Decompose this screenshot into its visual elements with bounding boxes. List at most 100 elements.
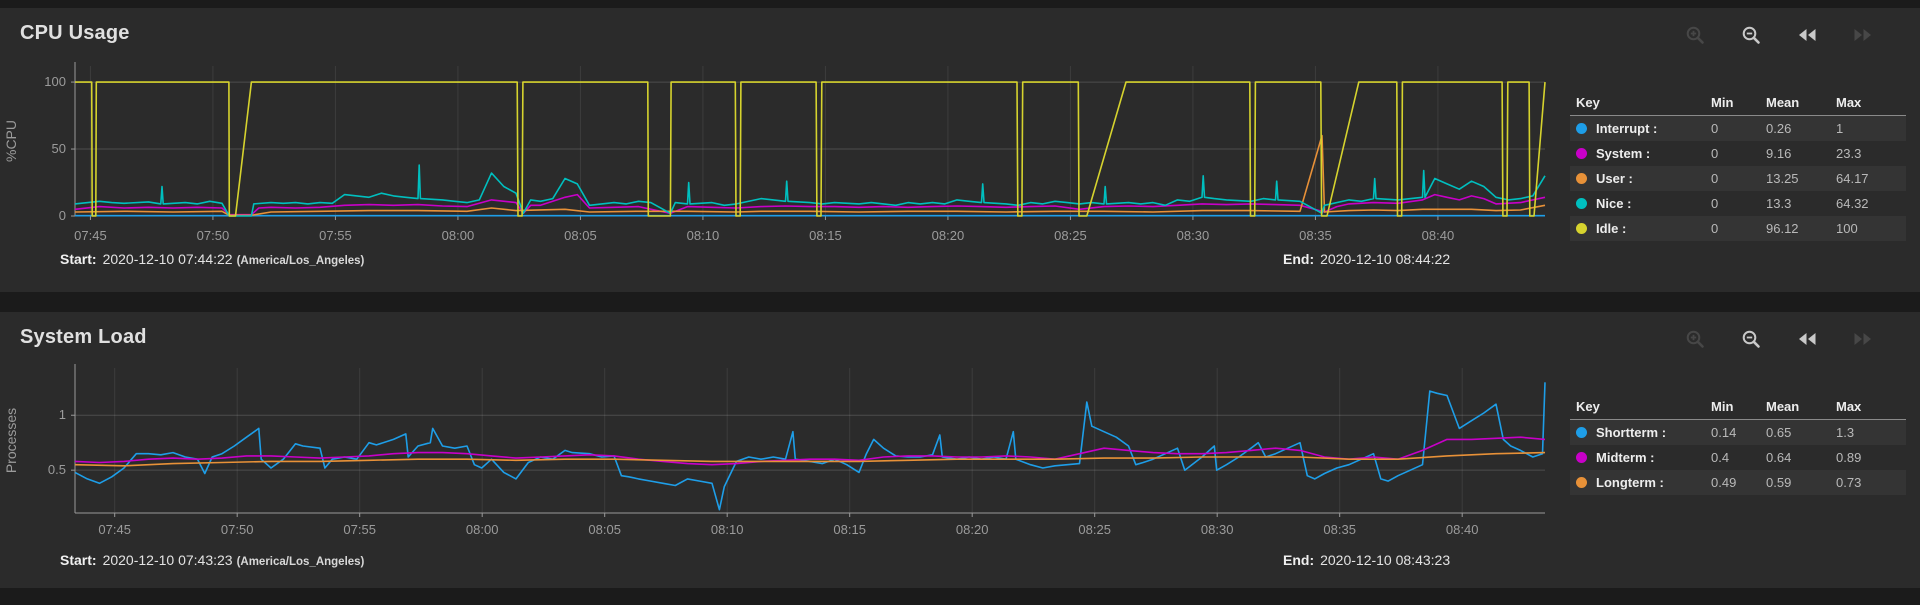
- x-tick-label: 08:35: [1299, 228, 1332, 243]
- legend-min-value: 0: [1711, 221, 1719, 236]
- x-tick-label: 08:35: [1323, 522, 1356, 537]
- legend-min-value: 0: [1711, 121, 1719, 136]
- user-color-dot-icon: [1576, 173, 1587, 184]
- y-axis-label: Processes: [3, 408, 19, 473]
- chart-legend: Key Min Mean Max Shortterm : 0.14 0.65 1.3 Midte…: [1570, 396, 1906, 495]
- legend-header-max: Max: [1836, 95, 1862, 110]
- start-time-value: 2020-12-10 07:43:23: [102, 552, 233, 568]
- step-back-icon: [1799, 29, 1816, 41]
- x-tick-label: 08:40: [1422, 228, 1455, 243]
- legend-min-value: 0.14: [1711, 425, 1737, 440]
- y-tick-label: 50: [52, 141, 66, 156]
- legend-mean-value: 96.12: [1766, 221, 1799, 236]
- x-tick-label: 07:50: [221, 522, 254, 537]
- y-tick-label: 0.5: [48, 462, 66, 477]
- x-tick-label: 07:45: [98, 522, 131, 537]
- legend-max-value: 0.89: [1836, 450, 1862, 465]
- step-back-button[interactable]: [1794, 326, 1820, 352]
- legend-header-max: Max: [1836, 399, 1862, 414]
- legend-label: System :: [1596, 146, 1651, 161]
- end-time-label: End:: [1283, 552, 1315, 568]
- legend-mean-value: 13.3: [1766, 196, 1792, 211]
- x-tick-label: 08:10: [687, 228, 720, 243]
- legend-max-value: 0.73: [1836, 475, 1862, 490]
- longterm-color-dot-icon: [1576, 477, 1587, 488]
- end-time-value: 2020-12-10 08:43:23: [1320, 552, 1451, 568]
- x-tick-label: 07:55: [343, 522, 376, 537]
- x-tick-label: 08:30: [1201, 522, 1234, 537]
- zoom-in-icon: [1686, 330, 1704, 348]
- step-forward-button[interactable]: [1850, 22, 1876, 48]
- legend-mean-value: 0.65: [1766, 425, 1792, 440]
- interrupt-color-dot-icon: [1576, 123, 1587, 134]
- legend-max-value: 64.17: [1836, 171, 1869, 186]
- legend-max-value: 64.32: [1836, 196, 1869, 211]
- legend-mean-value: 0.26: [1766, 121, 1792, 136]
- zoom-in-button[interactable]: [1682, 22, 1708, 48]
- legend-row-shortterm: Shortterm : 0.14 0.65 1.3: [1570, 420, 1906, 445]
- legend-header-key: Key: [1576, 95, 1600, 110]
- legend-max-value: 100: [1836, 221, 1858, 236]
- x-tick-label: 08:20: [956, 522, 989, 537]
- chart-toolbar: [1682, 22, 1876, 48]
- legend-header-min: Min: [1711, 95, 1734, 110]
- start-time-label: Start:: [60, 552, 97, 568]
- start-time: Start: 2020-12-10 07:43:23 (America/Los_An…: [60, 552, 364, 568]
- legend-mean-value: 9.16: [1766, 146, 1792, 161]
- legend-header-mean: Mean: [1766, 399, 1800, 414]
- series-line-idle: [75, 81, 1546, 217]
- step-forward-icon: [1854, 333, 1871, 345]
- end-time: End: 2020-12-10 08:43:23: [1283, 552, 1450, 568]
- legend-row-interrupt: Interrupt : 0 0.26 1: [1570, 116, 1906, 141]
- zoom-out-button[interactable]: [1738, 22, 1764, 48]
- zoom-in-button[interactable]: [1682, 326, 1708, 352]
- start-time: Start: 2020-12-10 07:44:22 (America/Los_An…: [60, 251, 364, 267]
- legend-header-row: Key Min Mean Max: [1570, 396, 1906, 420]
- legend-header-mean: Mean: [1766, 95, 1800, 110]
- x-tick-label: 08:15: [833, 522, 866, 537]
- x-tick-label: 08:00: [442, 228, 475, 243]
- legend-row-longterm: Longterm : 0.49 0.59 0.73: [1570, 470, 1906, 495]
- legend-row-system: System : 0 9.16 23.3: [1570, 141, 1906, 166]
- end-time-value: 2020-12-10 08:44:22: [1320, 251, 1451, 267]
- legend-row-idle: Idle : 0 96.12 100: [1570, 216, 1906, 241]
- x-tick-label: 08:05: [564, 228, 597, 243]
- zoom-in-icon: [1686, 26, 1704, 44]
- system-color-dot-icon: [1576, 148, 1587, 159]
- panel-system-load: System Load 0.5 1 07:45 07:50 07:55 08:00 08:0…: [0, 312, 1920, 588]
- step-forward-icon: [1854, 29, 1871, 41]
- chart-toolbar: [1682, 326, 1876, 352]
- zoom-out-button[interactable]: [1738, 326, 1764, 352]
- step-back-icon: [1799, 333, 1816, 345]
- y-tick-label: 0: [59, 208, 66, 223]
- legend-row-nice: Nice : 0 13.3 64.32: [1570, 191, 1906, 216]
- legend-min-value: 0: [1711, 196, 1719, 211]
- series-line-midterm: [74, 436, 1546, 466]
- nice-color-dot-icon: [1576, 198, 1587, 209]
- series-line-user: [74, 134, 1546, 217]
- x-tick-label: 08:40: [1446, 522, 1479, 537]
- legend-header-key: Key: [1576, 399, 1600, 414]
- start-time-timezone: (America/Los_Angeles): [236, 556, 365, 568]
- legend-header-min: Min: [1711, 399, 1734, 414]
- x-tick-label: 08:30: [1177, 228, 1210, 243]
- step-back-button[interactable]: [1794, 22, 1820, 48]
- x-tick-label: 07:55: [319, 228, 352, 243]
- series-line-shortterm: [74, 382, 1546, 511]
- series-line-nice: [74, 164, 1546, 217]
- legend-label: Shortterm :: [1596, 425, 1667, 440]
- system-load-chart: 0.5 1 07:45 07:50 07:55 08:00 08:05 08:10 08:15 0…: [3, 364, 1546, 537]
- start-time-value: 2020-12-10 07:44:22: [102, 251, 233, 267]
- panel-cpu-usage: CPU Usage 0 50 100 07:45 07:50 07:55 08:00 08:0…: [0, 8, 1920, 292]
- series-line-longterm: [74, 451, 1546, 467]
- step-forward-button[interactable]: [1850, 326, 1876, 352]
- legend-max-value: 1.3: [1836, 425, 1855, 440]
- x-tick-label: 08:25: [1078, 522, 1111, 537]
- start-time-timezone: (America/Los_Angeles): [236, 255, 365, 267]
- legend-mean-value: 0.59: [1766, 475, 1792, 490]
- y-axis-label: %CPU: [3, 120, 19, 162]
- x-tick-label: 08:10: [711, 522, 744, 537]
- legend-row-user: User : 0 13.25 64.17: [1570, 166, 1906, 191]
- end-time-label: End:: [1283, 251, 1315, 267]
- legend-max-value: 23.3: [1836, 146, 1862, 161]
